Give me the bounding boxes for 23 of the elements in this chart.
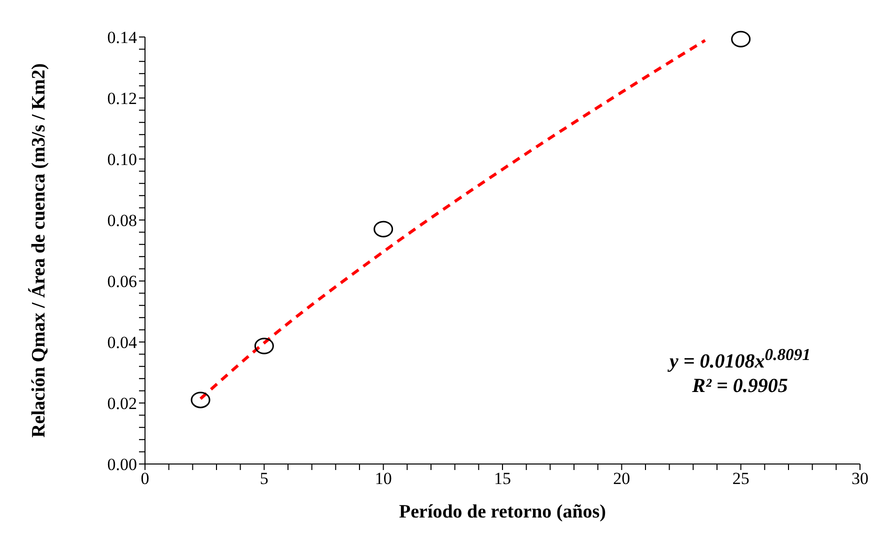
x-tick-label: 0: [140, 469, 150, 488]
x-tick-label: 15: [494, 469, 511, 488]
annotation: R² = 0.9905: [691, 374, 789, 398]
y-tick-label: 0.12: [107, 89, 137, 108]
point: [731, 30, 751, 48]
x-tick-label: 5: [260, 469, 268, 488]
x-tick-label: 10: [374, 469, 392, 488]
y-tick-label: 0.00: [107, 455, 137, 474]
point: [190, 392, 210, 408]
x-tick-label: 25: [732, 469, 750, 488]
annotation: y = 0.0108x$^{0.8091}$: [666, 344, 812, 374]
y-tick-label: 0.04: [107, 333, 138, 352]
y-tick-label: 0.06: [107, 272, 137, 292]
y-tick-label: 0.14: [107, 28, 138, 48]
y-tick-label: 0.08: [107, 211, 137, 230]
y-tick-label: 0.10: [107, 150, 137, 170]
x-tick-label: 20: [613, 469, 630, 488]
point: [374, 220, 394, 238]
x-tick-label: 30: [852, 469, 868, 488]
point: [254, 338, 274, 354]
y-axis-title: Relación Qmax / Área de cuenca (m3/s / Km2): [28, 63, 50, 438]
x-axis-title: Período de retorno (años): [398, 501, 606, 522]
y-tick-label: 0.02: [107, 394, 137, 414]
